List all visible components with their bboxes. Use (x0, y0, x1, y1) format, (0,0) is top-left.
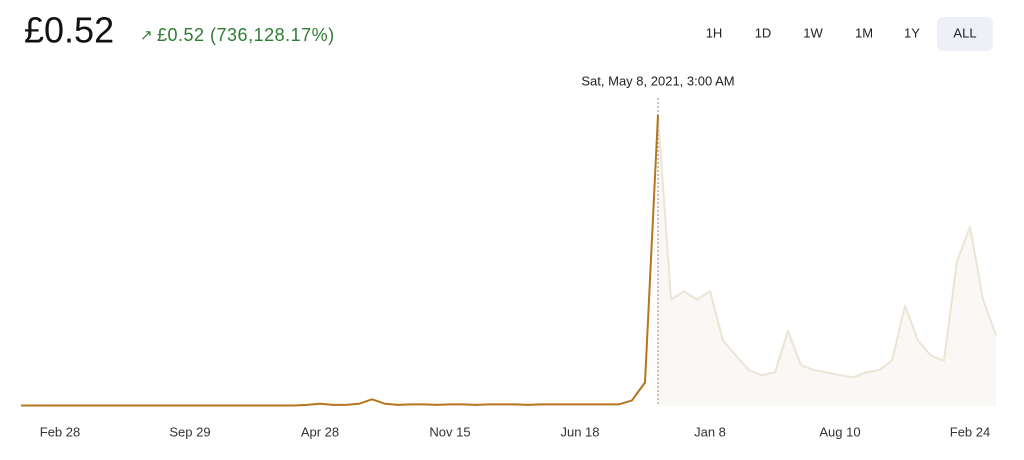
range-label: 1D (755, 25, 772, 40)
range-button[interactable]: ALL (937, 17, 993, 51)
range-button[interactable]: 1Y (904, 25, 920, 40)
price-line (21, 114, 659, 407)
range-button[interactable]: 1W (803, 25, 823, 40)
x-tick-label: Apr 28 (301, 424, 339, 439)
range-buttons: 1H 1D 1W 1M 1Y ALL (706, 17, 993, 51)
x-tick-label: Feb 24 (950, 424, 990, 439)
x-tick-label: Jan 8 (694, 424, 726, 439)
change-arrow: ↗ (140, 27, 153, 44)
range-button[interactable]: 1D (755, 25, 772, 40)
range-label: 1M (855, 25, 873, 40)
range-label: 1W (803, 25, 823, 40)
range-label: 1H (706, 25, 723, 40)
x-tick-label: Nov 15 (429, 424, 470, 439)
range-label: 1Y (904, 25, 920, 40)
line-chart: Feb 28 Sep 29 Apr 28 Nov 15 Jun 18 Jan 8 Aug 1… (21, 73, 997, 439)
hover-label: Sat, May 8, 2021, 3:00 AM (581, 73, 734, 88)
selected-bg (937, 17, 993, 51)
current-price: £0.52 (24, 10, 114, 51)
range-label: ALL (953, 25, 976, 40)
range-button[interactable]: 1M (855, 25, 873, 40)
x-tick-label: Feb 28 (40, 424, 80, 439)
x-tick-label: Sep 29 (169, 424, 210, 439)
price-change: £0.52 (736,128.17%) (157, 25, 335, 45)
range-button[interactable]: 1H (706, 25, 723, 40)
x-tick-label: Aug 10 (819, 424, 860, 439)
x-tick-label: Jun 18 (560, 424, 599, 439)
faded-line (657, 114, 997, 379)
faded-area (658, 114, 996, 407)
